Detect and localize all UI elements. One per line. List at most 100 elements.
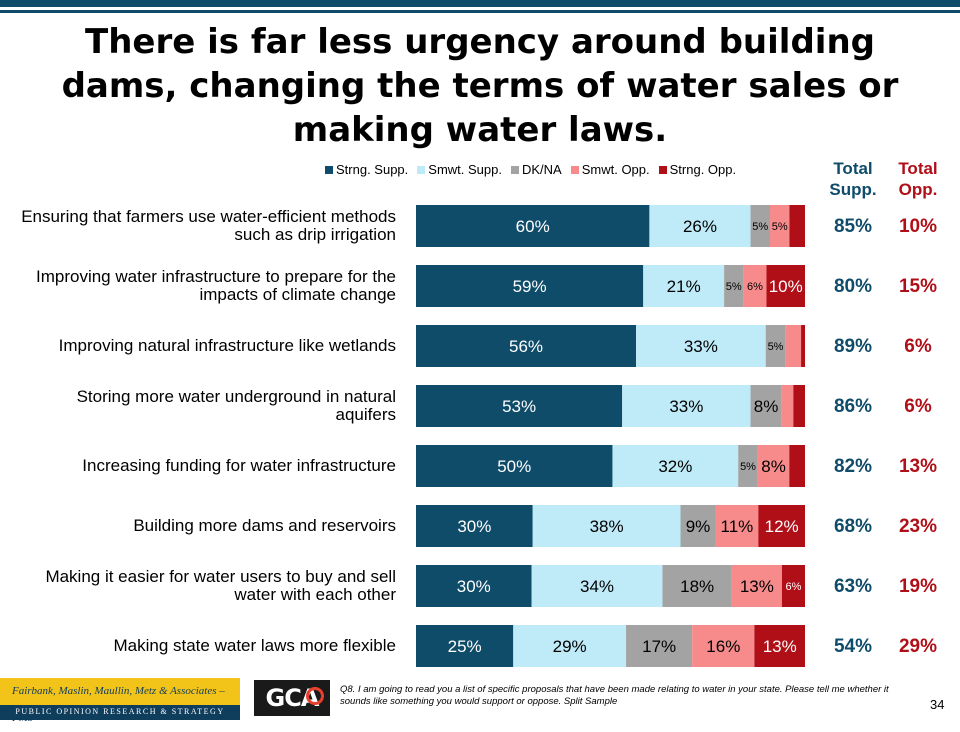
bar-data-label: 9% bbox=[686, 517, 711, 536]
total-opp-value: 10% bbox=[898, 216, 938, 237]
bar-segment bbox=[416, 445, 613, 487]
bar-segment bbox=[416, 205, 650, 247]
bar-data-label: 30% bbox=[457, 577, 491, 596]
legend-item: Strng. Supp. bbox=[325, 162, 408, 177]
bar-segment bbox=[416, 505, 533, 547]
bar-data-label: 13% bbox=[740, 577, 774, 596]
fm3-tagline: PUBLIC OPINION RESEARCH & STRATEGY bbox=[15, 707, 225, 716]
legend-swatch bbox=[417, 166, 426, 174]
bar-data-label: 38% bbox=[590, 517, 624, 536]
bar-data-label: 53% bbox=[502, 397, 536, 416]
bar-data-label: 5% bbox=[772, 221, 788, 233]
legend-swatch bbox=[510, 166, 519, 174]
bar-segment bbox=[765, 325, 786, 367]
bar-data-label: 29% bbox=[553, 637, 587, 656]
bar-data-label: 60% bbox=[516, 217, 550, 236]
bar-segment bbox=[532, 505, 681, 547]
bar-segment bbox=[750, 385, 782, 427]
bar-data-label: 13% bbox=[763, 637, 797, 656]
bar-segment bbox=[626, 625, 693, 667]
legend-swatch bbox=[658, 166, 667, 174]
total-supp-value: 82% bbox=[833, 456, 873, 477]
total-supp-value: 54% bbox=[833, 636, 873, 657]
total-supp-header: Total Supp. bbox=[829, 159, 877, 199]
bar-data-label: 10% bbox=[769, 277, 803, 296]
bar-segment bbox=[513, 625, 627, 667]
bar-data-label: 26% bbox=[683, 217, 717, 236]
chart-legend: Strng. Supp. Smwt. Supp. DK/NA Smwt. Opp. St… bbox=[325, 162, 745, 178]
bar-segment bbox=[731, 565, 782, 607]
legend-label: Smwt. Opp. bbox=[581, 162, 650, 177]
bar-segment bbox=[758, 505, 805, 547]
row-label: Improving natural infrastructure like we… bbox=[58, 336, 396, 355]
gca-logo-ring bbox=[306, 687, 324, 705]
bar-data-label: 59% bbox=[513, 277, 547, 296]
top-rule-thin bbox=[0, 10, 960, 13]
total-supp-value: 85% bbox=[833, 216, 873, 237]
fm3-firm-name: Fairbank, Maslin, Maullin, Metz & Associ… bbox=[0, 678, 240, 724]
bar-segment bbox=[738, 445, 758, 487]
bar-data-label: 34% bbox=[580, 577, 614, 596]
bar-data-label: 32% bbox=[658, 457, 692, 476]
total-supp-value: 86% bbox=[833, 396, 873, 417]
bar-segment bbox=[416, 625, 514, 667]
legend-item: Strng. Opp. bbox=[658, 162, 736, 177]
legend-item: Smwt. Opp. bbox=[570, 162, 650, 177]
legend-swatch bbox=[325, 166, 333, 174]
total-supp-value: 80% bbox=[833, 276, 873, 297]
bar-segment bbox=[715, 505, 759, 547]
bar-segment bbox=[724, 265, 744, 307]
row-label: Making state water laws more flexible bbox=[113, 636, 396, 655]
total-opp-value: 6% bbox=[904, 396, 932, 417]
gca-logo: GCA bbox=[254, 680, 330, 716]
bar-segment bbox=[680, 505, 716, 547]
total-opp-value: 13% bbox=[898, 456, 938, 477]
legend-item: DK/NA bbox=[510, 162, 562, 177]
bar-data-label: 5% bbox=[726, 281, 742, 293]
bar-segment bbox=[757, 445, 790, 487]
bar-data-label: 6% bbox=[785, 581, 801, 593]
total-supp-value: 89% bbox=[833, 336, 873, 357]
row-label: Increasing funding for water infrastruct… bbox=[82, 456, 396, 475]
bar-data-label: 56% bbox=[509, 337, 543, 356]
legend-swatch bbox=[570, 166, 579, 174]
bar-segment bbox=[416, 385, 623, 427]
bar-segment bbox=[781, 565, 805, 607]
bar-data-label: 50% bbox=[497, 457, 531, 476]
row-label: Improving water infrastructure to prepar… bbox=[36, 267, 396, 304]
bar-data-label: 5% bbox=[740, 461, 756, 473]
bar-segment bbox=[754, 625, 805, 667]
bar-data-label: 6% bbox=[747, 281, 763, 293]
bar-segment bbox=[622, 385, 751, 427]
row-label: Making it easier for water users to buy … bbox=[45, 567, 396, 604]
bar-data-label: 8% bbox=[754, 397, 779, 416]
bar-data-label: 25% bbox=[448, 637, 482, 656]
bar-segment bbox=[416, 565, 532, 607]
total-supp-value: 63% bbox=[833, 576, 873, 597]
bar-segment bbox=[801, 325, 805, 367]
legend-item: Smwt. Supp. bbox=[417, 162, 502, 177]
bar-data-label: 11% bbox=[721, 517, 754, 536]
bar-data-label: 18% bbox=[680, 577, 714, 596]
bar-segment bbox=[636, 325, 766, 367]
slide-title: There is far less urgency around buildin… bbox=[61, 22, 899, 150]
bar-segment bbox=[766, 265, 805, 307]
total-supp-value: 68% bbox=[833, 516, 873, 537]
bar-data-label: 8% bbox=[761, 457, 786, 476]
fm3-logo: Fairbank, Maslin, Maullin, Metz & Associ… bbox=[0, 678, 240, 724]
question-footnote: Q8. I am going to read you a list of spe… bbox=[340, 684, 889, 707]
bar-data-label: 30% bbox=[457, 517, 491, 536]
bar-segment bbox=[643, 265, 725, 307]
bar-data-label: 21% bbox=[667, 277, 701, 296]
legend-label: Smwt. Supp. bbox=[428, 162, 502, 177]
row-label: Ensuring that farmers use water-efficien… bbox=[21, 207, 396, 244]
row-label: Building more dams and reservoirs bbox=[133, 516, 396, 535]
total-opp-value: 15% bbox=[898, 276, 938, 297]
total-opp-value: 6% bbox=[904, 336, 932, 357]
bar-segment bbox=[750, 205, 770, 247]
bar-segment bbox=[692, 625, 755, 667]
bar-segment bbox=[789, 445, 805, 487]
total-opp-header: Total Opp. bbox=[898, 159, 938, 199]
bar-segment bbox=[416, 265, 644, 307]
